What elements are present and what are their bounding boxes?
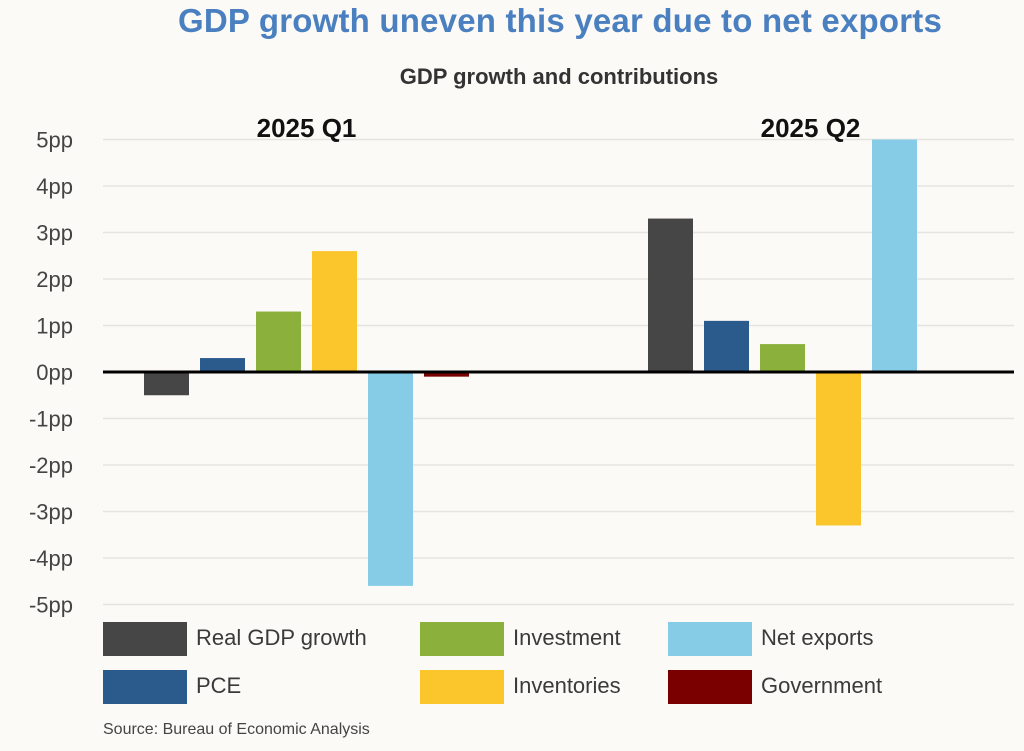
legend-swatch xyxy=(103,622,187,656)
y-tick-label: 4pp xyxy=(36,174,73,199)
y-tick-label: 0pp xyxy=(36,360,73,385)
bar-inventories-1 xyxy=(816,372,861,526)
legend-swatch xyxy=(668,670,752,704)
bar-investment-1 xyxy=(760,344,805,372)
bar-real-gdp-growth-0 xyxy=(144,372,189,396)
legend-swatch xyxy=(420,670,504,704)
bar-net-exports-0 xyxy=(368,372,413,586)
bar-pce-0 xyxy=(200,358,245,372)
y-tick-label: -4pp xyxy=(29,546,73,571)
category-label: 2025 Q1 xyxy=(257,113,357,143)
chart-title: GDP growth uneven this year due to net e… xyxy=(177,2,943,39)
category-label: 2025 Q2 xyxy=(761,113,861,143)
y-tick-label: -5pp xyxy=(29,593,73,618)
legend-swatch xyxy=(668,622,752,656)
bar-real-gdp-growth-1 xyxy=(648,218,693,372)
y-tick-label: -2pp xyxy=(29,453,73,478)
legend-label: Government xyxy=(761,673,883,698)
legend-swatch xyxy=(103,670,187,704)
source-note: Source: Bureau of Economic Analysis xyxy=(103,721,370,738)
y-tick-label: 3pp xyxy=(36,221,73,246)
legend-label: Investment xyxy=(513,625,621,650)
bar-pce-1 xyxy=(704,320,749,372)
y-tick-label: 2pp xyxy=(36,267,73,292)
legend-label: Net exports xyxy=(761,625,874,650)
y-tick-label: -1pp xyxy=(29,407,73,432)
y-tick-label: 5pp xyxy=(36,128,73,153)
bar-investment-0 xyxy=(256,311,301,372)
legend-label: Inventories xyxy=(513,673,621,698)
chart-subtitle: GDP growth and contributions xyxy=(399,64,719,89)
bar-net-exports-1 xyxy=(872,139,917,372)
legend-swatch xyxy=(420,622,504,656)
y-tick-label: 1pp xyxy=(36,314,73,339)
legend-label: Real GDP growth xyxy=(196,625,367,650)
y-tick-label: -3pp xyxy=(29,500,73,525)
bar-government-0 xyxy=(424,372,469,377)
legend-label: PCE xyxy=(196,673,242,698)
bar-inventories-0 xyxy=(312,251,357,372)
